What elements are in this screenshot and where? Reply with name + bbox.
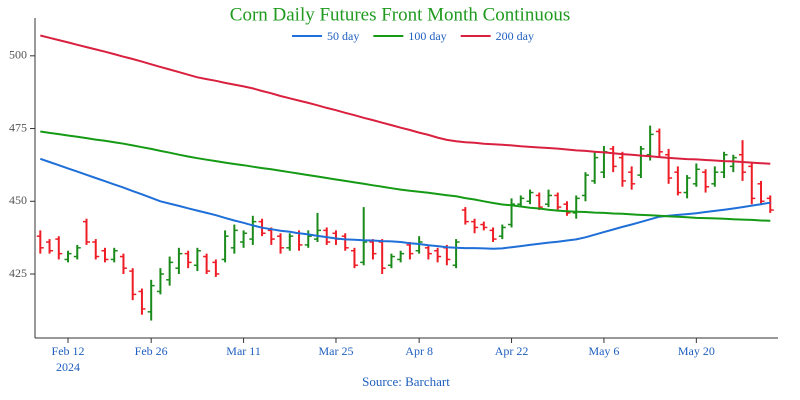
y-tick-label: 500 [9,48,27,62]
y-tick-label: 475 [9,120,27,134]
y-tick-label: 450 [9,193,27,207]
y-tick-label: 425 [9,266,27,280]
ma-line [40,34,771,165]
x-tick-label: Mar 11 [226,344,261,358]
legend-label: 100 day [408,29,446,43]
x-tick-label: May 20 [678,344,715,358]
legend-label: 200 day [496,29,534,43]
ma-line [39,157,771,250]
x-tick-label: May 6 [588,344,619,358]
year-label: 2024 [56,360,80,374]
ma-line [40,130,771,222]
source: Source: Barchart [362,374,450,389]
x-tick-label: Apr 22 [495,344,529,358]
x-tick-label: Feb 26 [135,344,168,358]
chart-title: Corn Daily Futures Front Month Continuou… [230,4,570,25]
legend-label: 50 day [327,29,359,43]
x-tick-label: Mar 25 [318,344,353,358]
x-tick-label: Feb 12 [52,344,85,358]
x-tick-label: Apr 8 [405,344,433,358]
